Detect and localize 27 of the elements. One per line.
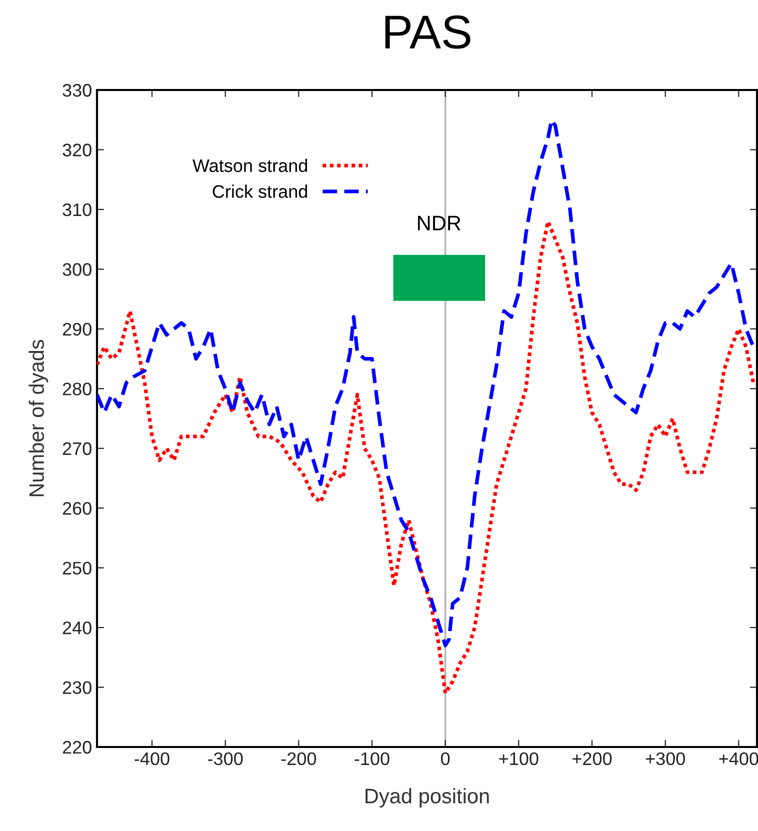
y-tick-label: 330	[62, 84, 92, 97]
y-tick-label: 280	[62, 382, 92, 396]
y-tick-label: 320	[62, 144, 92, 156]
y-tick-label: 220	[62, 740, 92, 754]
x-tick-label: -100	[354, 752, 390, 766]
x-tick-label: 0	[441, 752, 450, 766]
chart-title: PAS	[385, 15, 470, 49]
y-tick-label: 310	[62, 203, 92, 216]
y-tick-label: 270	[62, 442, 92, 456]
y-axis-title: Number of dyads	[28, 340, 48, 496]
legend-label: Watson strand	[192, 158, 308, 172]
y-tick-label: 250	[62, 562, 92, 575]
y-tick-label: 240	[62, 621, 92, 634]
y-tick-label: 300	[62, 263, 92, 276]
legend-label: Crick strand	[212, 184, 308, 198]
y-tick-label: 230	[62, 681, 92, 694]
x-tick-label: +100	[499, 752, 538, 766]
x-axis-title: Dyad position	[366, 788, 489, 808]
y-tick-label: 290	[62, 322, 92, 336]
annotation: NDR	[418, 216, 460, 230]
x-tick-label: +200	[572, 752, 612, 766]
x-tick-label: -300	[208, 752, 243, 766]
x-tick-label: -400	[134, 752, 170, 766]
x-tick-label: +300	[646, 752, 685, 766]
x-tick-label: -200	[281, 752, 316, 766]
y-tick-label: 260	[62, 502, 92, 515]
x-tick-label: +400	[719, 752, 758, 766]
